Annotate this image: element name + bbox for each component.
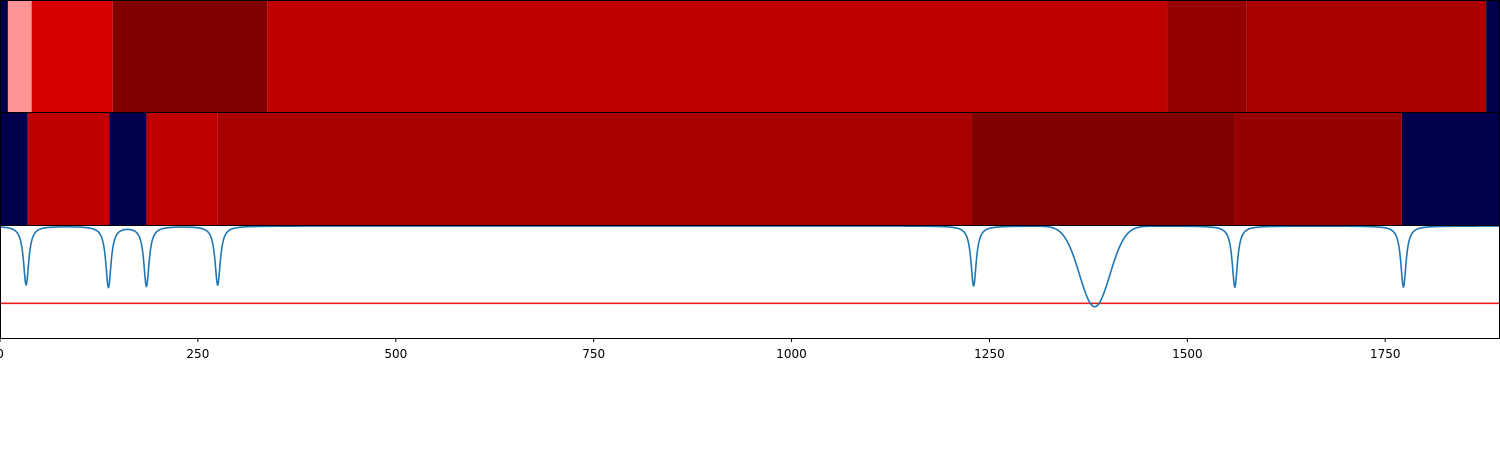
signal-plot [0,225,1500,338]
track-1-segment-6 [1246,1,1487,112]
track-1-segment-3 [112,1,268,112]
segment-track-2 [0,113,1500,225]
x-tick-label: 1500 [1172,347,1203,361]
track-2-segment-1 [27,113,110,225]
x-tick-label: 750 [582,347,605,361]
track-1-segment-0 [0,1,8,112]
track-1-segment-7 [1486,1,1500,112]
segment-track-1 [0,1,1500,112]
track-2-segment-5 [972,113,1235,225]
track-1-segment-5 [1167,1,1247,112]
x-tick-label: 500 [384,347,407,361]
track-1-segment-2 [31,1,113,112]
track-1-segment-4 [267,1,1168,112]
x-tick-label: 1000 [776,347,807,361]
track-2-segment-2 [109,113,147,225]
track-1-segment-1 [7,1,32,112]
x-tick-label: 1250 [974,347,1005,361]
track-2-segment-7 [1401,113,1500,225]
track-2-segment-6 [1234,113,1402,225]
signal-series-line [0,225,1500,308]
x-axis: 0 250 500 750 1000 1250 1500 1750 [0,338,1400,361]
track-2-segment-3 [146,113,218,225]
signal-plot-area [0,226,1500,338]
track-2-segment-0 [0,113,28,225]
track-2-segment-4 [217,113,973,225]
x-tick-label: 0 [0,347,4,361]
x-tick-label: 1750 [1370,347,1401,361]
x-tick-label: 250 [186,347,209,361]
